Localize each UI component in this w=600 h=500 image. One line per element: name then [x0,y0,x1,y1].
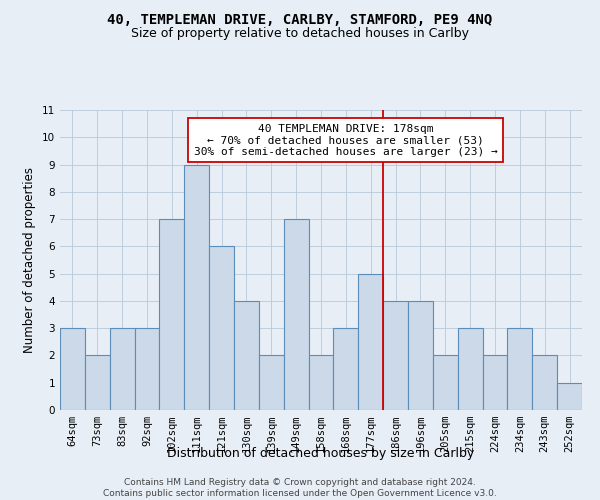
Bar [433,356,458,410]
Text: Contains HM Land Registry data © Crown copyright and database right 2024.
Contai: Contains HM Land Registry data © Crown c… [103,478,497,498]
Bar [358,274,383,410]
Bar [160,219,184,410]
Text: Size of property relative to detached houses in Carlby: Size of property relative to detached ho… [131,28,469,40]
Bar [209,246,234,410]
Bar [110,328,134,410]
Bar [557,382,582,410]
Bar [184,164,209,410]
Bar [234,301,259,410]
Bar [308,356,334,410]
Bar [284,219,308,410]
Text: 40 TEMPLEMAN DRIVE: 178sqm
← 70% of detached houses are smaller (53)
30% of semi: 40 TEMPLEMAN DRIVE: 178sqm ← 70% of deta… [194,124,498,157]
Y-axis label: Number of detached properties: Number of detached properties [23,167,37,353]
Text: 40, TEMPLEMAN DRIVE, CARLBY, STAMFORD, PE9 4NQ: 40, TEMPLEMAN DRIVE, CARLBY, STAMFORD, P… [107,12,493,26]
Bar [85,356,110,410]
Bar [482,356,508,410]
Bar [383,301,408,410]
Bar [458,328,482,410]
Text: Distribution of detached houses by size in Carlby: Distribution of detached houses by size … [167,448,475,460]
Bar [259,356,284,410]
Bar [334,328,358,410]
Bar [408,301,433,410]
Bar [508,328,532,410]
Bar [134,328,160,410]
Bar [60,328,85,410]
Bar [532,356,557,410]
